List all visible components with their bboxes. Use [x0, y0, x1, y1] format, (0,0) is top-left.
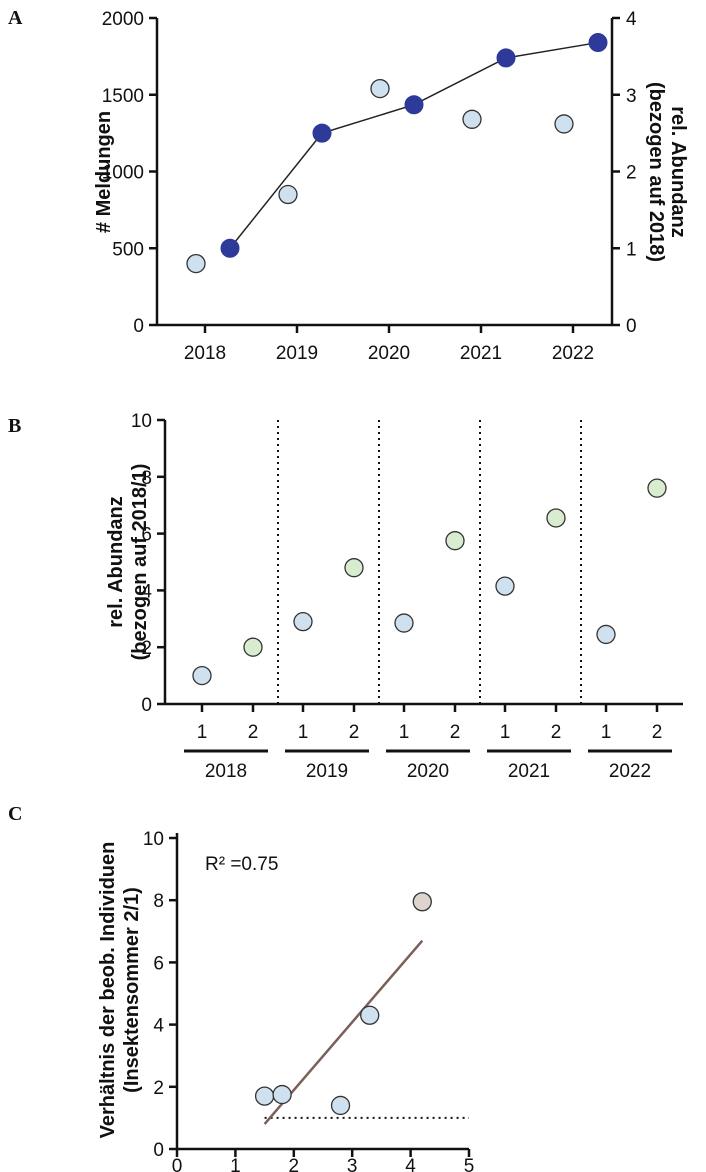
panel-a-xtick-label: 2020	[368, 343, 410, 364]
panel-a-point-meldungen	[554, 114, 574, 134]
panel-b-group-label: 2019	[306, 761, 348, 782]
panel-c-point	[254, 1086, 275, 1106]
panel-b-point	[344, 558, 364, 578]
panel-a-ytick-label: 500	[112, 239, 144, 260]
panel-a-point-meldungen	[186, 253, 206, 274]
panel-a-ytick-right-label: 2	[626, 163, 637, 184]
panel-a-abundanz-line	[229, 41, 599, 249]
panel-a-ytick-right-label: 3	[626, 86, 637, 107]
panel-b-xtick-label: 2	[450, 722, 461, 743]
panel-c-xtick-label: 0	[172, 1156, 183, 1172]
panel-b-point	[445, 531, 465, 551]
panel-a-point-abundanz	[312, 123, 332, 143]
panel-a-ylabel-right-1: rel. Abundanz	[667, 106, 689, 237]
panel-c-xtick-label: 5	[464, 1156, 475, 1172]
panel-b-point	[647, 478, 667, 498]
panel-c-ylabel-1: Verhältnis der beob. Individuen	[97, 842, 119, 1139]
panel-a-point-abundanz	[404, 95, 424, 115]
panel-a: A 0 500 1000 1500 2000 0 1 2 3 4 2018 2019 2020 2021 2…	[8, 7, 689, 364]
panel-b-ytick-label: 8	[141, 468, 152, 489]
panel-b-point	[394, 613, 414, 633]
panel-a-ylabel: # Meldungen	[93, 111, 115, 233]
panel-b-point	[192, 665, 212, 686]
panel-a-ytick-label: 1500	[102, 86, 144, 107]
panel-b-point	[596, 624, 616, 645]
panel-a-xtick-label: 2018	[184, 343, 226, 364]
panel-b-point	[293, 611, 313, 632]
panel-b-ylabel-1: rel. Abundanz	[105, 496, 127, 627]
panel-a-ytick-right-label: 1	[626, 239, 637, 260]
panel-c-ytick-label: 6	[153, 953, 164, 974]
panel-b-group-label: 2020	[407, 761, 449, 782]
panel-c-point	[360, 1005, 380, 1025]
panel-a-point-abundanz	[496, 48, 516, 68]
panel-a-point-meldungen	[278, 184, 298, 205]
panel-c-point	[272, 1084, 292, 1105]
panel-a-point-meldungen	[370, 78, 390, 99]
panel-c-ytick-label: 0	[153, 1140, 164, 1161]
panel-a-label: A	[8, 7, 23, 29]
panel-c-ylabel-2: (Insektensommer 2/1)	[121, 887, 143, 1093]
panel-a-xtick-label: 2022	[552, 343, 594, 364]
panel-b-ytick-label: 2	[141, 638, 152, 659]
panel-c-ytick-label: 10	[143, 829, 164, 850]
panel-b-xtick-label: 2	[652, 722, 663, 743]
panel-b-ylabel-2: (bezogen auf 2018/1)	[129, 464, 151, 661]
panel-c-xtick-label: 4	[405, 1156, 416, 1172]
panel-b-point	[546, 508, 566, 528]
panel-a-point-abundanz	[588, 33, 608, 53]
panel-b-label: B	[8, 415, 21, 437]
panel-b-ytick-label: 10	[131, 411, 152, 432]
panel-a-xtick-label: 2019	[276, 343, 318, 364]
panel-c-ytick-label: 4	[153, 1016, 164, 1037]
panel-c-xtick-label: 1	[230, 1156, 241, 1172]
panel-c-ytick-label: 8	[153, 891, 164, 912]
panel-b-xtick-label: 2	[551, 722, 562, 743]
panel-c-point	[412, 892, 432, 912]
panel-a-ytick-label: 2000	[102, 9, 144, 30]
panel-a-point-meldungen	[462, 109, 482, 129]
panel-a-ytick-right-label: 0	[626, 316, 637, 337]
panel-c-r2-annotation: R² =0.75	[205, 854, 278, 875]
panel-b-xtick-label: 1	[298, 722, 309, 743]
panel-b-ytick-label: 0	[141, 695, 152, 716]
panel-a-ytick-label: 1000	[102, 163, 144, 184]
panel-a-ylabel-right-2: (bezogen auf 2018)	[645, 82, 667, 262]
panel-c-xtick-label: 2	[289, 1156, 300, 1172]
panel-b-xtick-label: 2	[248, 722, 259, 743]
panel-c-label: C	[8, 803, 22, 825]
panel-b-group-label: 2021	[508, 761, 550, 782]
panel-b-xtick-label: 2	[349, 722, 360, 743]
panel-b-point	[495, 576, 515, 596]
panel-b-xtick-label: 1	[601, 722, 612, 743]
panel-c-point	[330, 1095, 351, 1116]
panel-b-xtick-label: 1	[399, 722, 410, 743]
panel-a-ytick-label: 0	[133, 316, 144, 337]
panel-b-xtick-label: 1	[197, 722, 208, 743]
panel-a-ytick-right-label: 4	[626, 9, 637, 30]
panel-b-point	[243, 637, 263, 657]
panel-b-group-label: 2022	[609, 761, 651, 782]
panel-b-xtick-label: 1	[500, 722, 511, 743]
panel-a-xtick-label: 2021	[460, 343, 502, 364]
panel-c: C 0 2 4 6 8 10 0 1 2 3 4 5 Verhältnis der beob. Ind…	[8, 803, 474, 1172]
panel-b-ytick-label: 4	[141, 581, 152, 602]
panel-a-point-abundanz	[220, 238, 240, 258]
panel-c-ytick-label: 2	[153, 1078, 164, 1099]
panel-c-xtick-label: 3	[347, 1156, 358, 1172]
panel-b-group-label: 2018	[205, 761, 247, 782]
panel-b-ytick-label: 6	[141, 525, 152, 546]
